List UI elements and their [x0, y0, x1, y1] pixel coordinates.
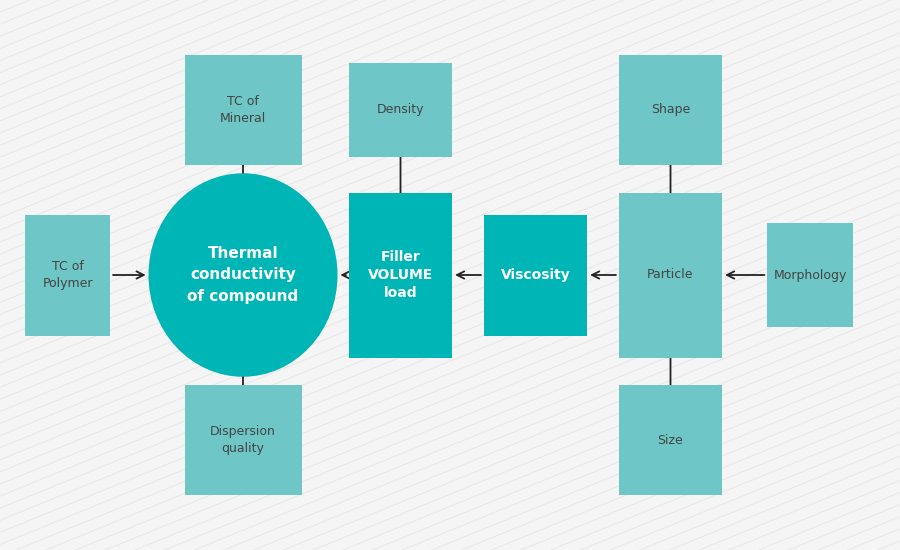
- Ellipse shape: [148, 173, 338, 377]
- FancyBboxPatch shape: [619, 192, 722, 358]
- FancyBboxPatch shape: [619, 55, 722, 165]
- Text: Density: Density: [377, 103, 424, 117]
- FancyBboxPatch shape: [349, 192, 453, 358]
- Text: TC of
Polymer: TC of Polymer: [42, 260, 93, 290]
- FancyBboxPatch shape: [484, 214, 587, 336]
- FancyBboxPatch shape: [767, 223, 853, 327]
- Text: Filler
VOLUME
load: Filler VOLUME load: [368, 250, 433, 300]
- Text: TC of
Mineral: TC of Mineral: [220, 95, 266, 125]
- Text: Thermal
conductivity
of compound: Thermal conductivity of compound: [187, 246, 299, 304]
- Text: Morphology: Morphology: [773, 268, 847, 282]
- Text: Shape: Shape: [651, 103, 690, 117]
- Text: Particle: Particle: [647, 268, 694, 282]
- Text: Viscosity: Viscosity: [500, 268, 571, 282]
- FancyBboxPatch shape: [619, 385, 722, 495]
- FancyBboxPatch shape: [184, 55, 302, 165]
- FancyBboxPatch shape: [24, 214, 110, 336]
- Text: Size: Size: [658, 433, 683, 447]
- FancyBboxPatch shape: [184, 385, 302, 495]
- Text: Dispersion
quality: Dispersion quality: [210, 425, 276, 455]
- FancyBboxPatch shape: [349, 63, 453, 157]
